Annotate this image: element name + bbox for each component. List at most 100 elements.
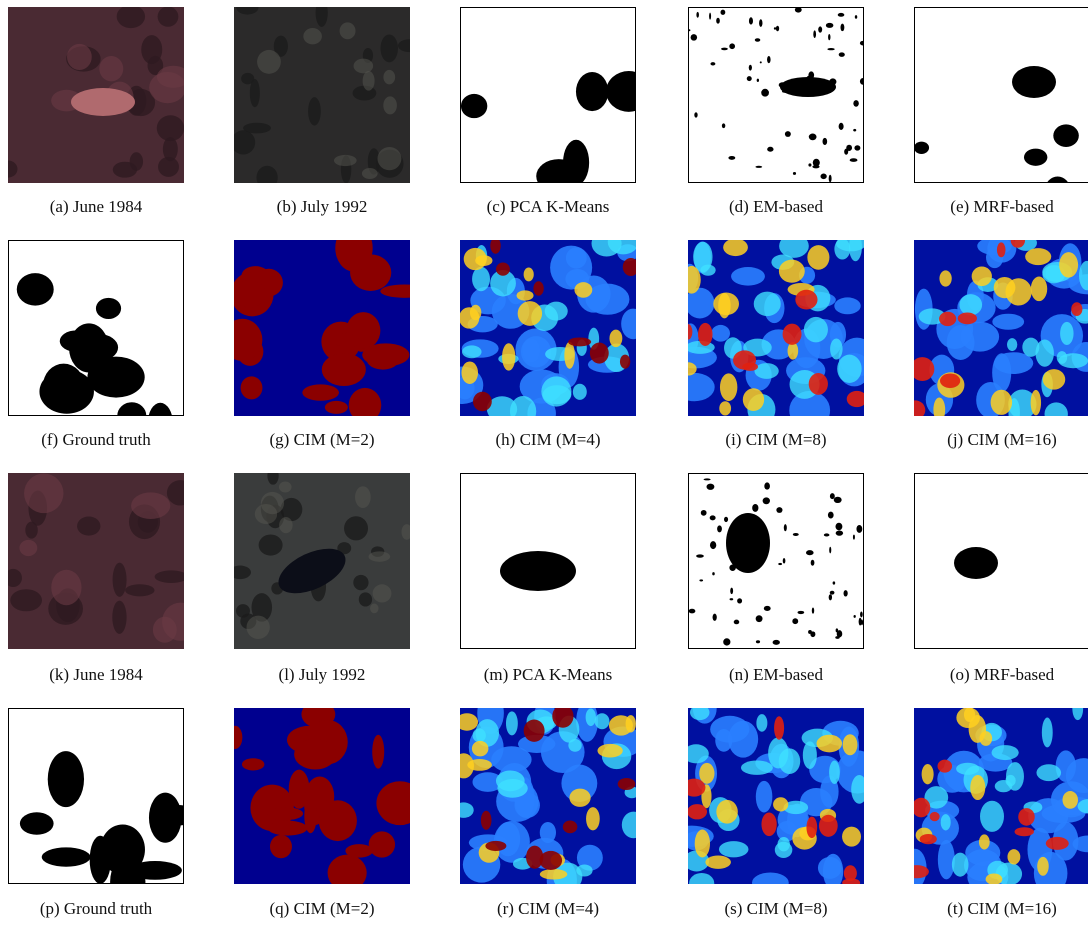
- blob: [755, 166, 762, 168]
- blob: [756, 781, 773, 813]
- caption: (m) PCA K-Means: [484, 665, 612, 684]
- caption: (e) MRF-based: [950, 197, 1054, 216]
- blob: [761, 89, 769, 97]
- blob: [606, 71, 651, 112]
- blob: [724, 517, 728, 522]
- blob: [853, 535, 855, 540]
- blob: [778, 563, 782, 565]
- caption: (n) EM-based: [729, 665, 823, 684]
- blob: [481, 811, 492, 830]
- image-bg: [914, 7, 1088, 183]
- blob: [861, 620, 863, 626]
- blob: [855, 15, 857, 19]
- blob: [125, 584, 154, 596]
- blob: [1025, 248, 1051, 265]
- blob: [158, 157, 179, 177]
- blob: [755, 38, 761, 41]
- blob: [353, 575, 368, 590]
- blob: [687, 804, 707, 819]
- blob: [851, 775, 867, 804]
- blob: [830, 591, 835, 595]
- blob: [48, 751, 84, 807]
- blob: [1060, 322, 1073, 345]
- blob: [491, 746, 531, 772]
- blob: [835, 523, 842, 530]
- blob: [39, 369, 93, 413]
- blob: [502, 343, 515, 370]
- blob: [17, 273, 54, 306]
- blob: [595, 713, 610, 729]
- blob: [829, 761, 840, 784]
- blob: [754, 292, 781, 317]
- panel-image: [229, 467, 412, 649]
- blob: [148, 403, 173, 444]
- blob: [609, 330, 622, 348]
- blob: [843, 734, 858, 755]
- blob: [837, 355, 861, 383]
- blob: [763, 497, 770, 504]
- blob: [779, 260, 805, 283]
- blob: [1024, 149, 1047, 166]
- blob: [256, 166, 277, 190]
- blob: [807, 245, 829, 270]
- blob: [793, 172, 796, 175]
- blob: [622, 812, 645, 839]
- blob: [1059, 252, 1078, 277]
- blob: [618, 778, 636, 790]
- blob: [836, 628, 839, 632]
- blob: [912, 798, 930, 818]
- blob: [713, 614, 717, 621]
- blob: [372, 735, 384, 769]
- blob: [761, 812, 776, 836]
- blob: [87, 357, 144, 398]
- blob: [322, 353, 366, 386]
- blob: [257, 50, 281, 74]
- blob: [370, 604, 379, 614]
- blob: [1012, 66, 1056, 98]
- blob: [524, 719, 545, 741]
- blob: [20, 812, 54, 834]
- blob: [620, 355, 630, 369]
- blob: [683, 779, 706, 797]
- blob: [334, 155, 357, 166]
- blob: [839, 52, 845, 57]
- blob: [496, 263, 510, 276]
- blob: [117, 5, 145, 28]
- blob: [827, 48, 834, 50]
- blob: [779, 234, 809, 258]
- blob: [749, 65, 752, 71]
- panel-image: [4, 473, 199, 649]
- blob: [453, 802, 473, 817]
- blob: [1005, 278, 1031, 305]
- image-bg: [914, 473, 1088, 649]
- blob: [517, 290, 534, 300]
- blob: [302, 384, 339, 400]
- blob: [747, 76, 752, 81]
- blob: [60, 330, 94, 352]
- blob: [723, 638, 730, 645]
- blob: [731, 267, 765, 286]
- blob: [369, 831, 395, 857]
- caption: (h) CIM (M=4): [496, 430, 601, 449]
- blob: [279, 517, 293, 533]
- blob: [518, 301, 542, 326]
- blob: [752, 872, 789, 892]
- blob: [717, 525, 722, 532]
- blob: [228, 726, 243, 749]
- blob: [850, 158, 858, 162]
- blob: [485, 841, 506, 851]
- blob: [716, 18, 720, 24]
- caption: (k) June 1984: [49, 665, 143, 684]
- blob: [774, 27, 776, 29]
- blob: [1031, 390, 1041, 415]
- blob: [764, 606, 771, 611]
- blob: [1042, 718, 1053, 748]
- blob: [490, 238, 500, 254]
- blob: [597, 744, 622, 758]
- blob: [853, 129, 856, 132]
- blob: [362, 343, 409, 366]
- panel-image: [688, 473, 864, 649]
- blob: [844, 590, 848, 596]
- caption: (l) July 1992: [279, 665, 366, 684]
- blob: [308, 97, 321, 125]
